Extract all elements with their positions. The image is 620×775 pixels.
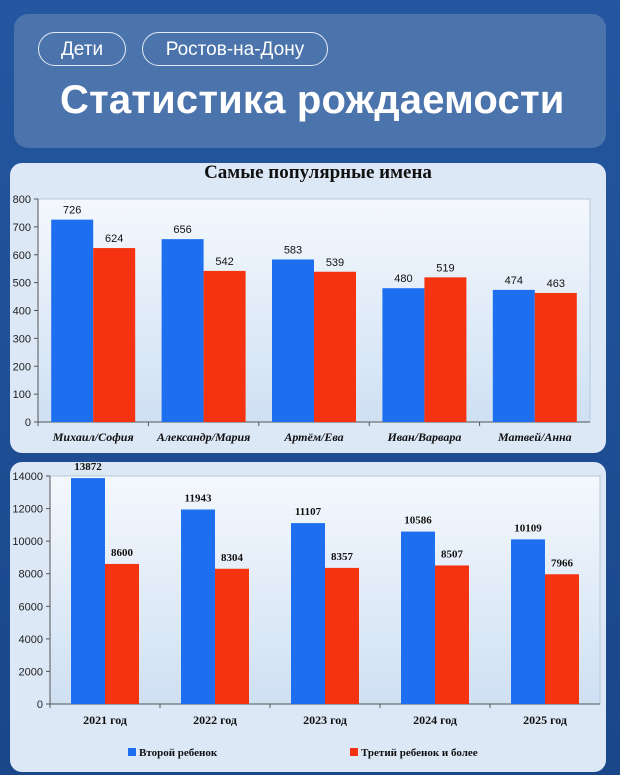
data-label: 8600: [111, 547, 134, 559]
data-label: 463: [547, 278, 565, 290]
data-label: 474: [505, 275, 523, 287]
x-category-label: Матвей/Анна: [497, 430, 572, 444]
legend-swatch: [128, 748, 136, 756]
bar-series-2: [424, 277, 467, 422]
popular-names-chart-card: Самые популярные имена 800 700 600 500 400 300…: [10, 163, 606, 453]
y-tick-label: 6000: [19, 601, 43, 613]
data-label: 542: [215, 256, 233, 268]
bar-series-2: [93, 248, 136, 422]
y-tick-label: 0: [25, 417, 31, 429]
data-label: 11943: [185, 492, 212, 504]
popular-names-chart: Самые популярные имена 800 700 600 500 400 300…: [13, 163, 591, 444]
x-category-label: 2021 год: [83, 713, 127, 727]
x-category-label: Михаил/София: [52, 430, 134, 444]
y-tick-label: 600: [13, 250, 31, 262]
bar-series-1: [272, 259, 314, 422]
bar-series-2: [435, 565, 469, 704]
y-tick-label: 4000: [19, 634, 43, 646]
births-by-year-chart: 14000 12000 10000 8000 6000 4000 2000 0 13872 860…: [12, 462, 601, 759]
y-tick-label: 500: [13, 278, 31, 290]
bar-series-1: [382, 288, 425, 422]
y-tick-label: 10000: [12, 536, 43, 548]
header-card: Дети Ростов-на-Дону Статистика рождаемос…: [14, 14, 606, 148]
x-category-label: 2022 год: [193, 713, 237, 727]
bar-series-1: [161, 239, 204, 422]
bar-series-2: [325, 567, 359, 704]
bar-series-2: [314, 271, 356, 422]
data-label: 726: [63, 205, 81, 217]
tag-city[interactable]: Ростов-на-Дону: [142, 32, 328, 66]
data-label: 519: [436, 262, 454, 274]
data-label: 8357: [331, 551, 354, 563]
x-category-label: 2024 год: [413, 713, 457, 727]
data-label: 624: [105, 233, 123, 245]
y-tick-label: 300: [13, 333, 31, 345]
bar-series-1: [401, 531, 435, 704]
bar-series-2: [215, 568, 249, 704]
bar-series-2: [203, 270, 246, 422]
data-label: 10109: [514, 522, 542, 534]
tag-children[interactable]: Дети: [38, 32, 126, 66]
legend-label: Третий ребенок и более: [361, 747, 478, 759]
x-category-label: 2023 год: [303, 713, 347, 727]
bar-series-1: [71, 478, 105, 704]
bar-series-2: [105, 563, 139, 704]
data-label: 480: [394, 273, 412, 285]
data-label: 13872: [74, 462, 102, 473]
y-tick-label: 8000: [19, 569, 43, 581]
y-tick-label: 400: [13, 306, 31, 318]
x-category-label: Иван/Варвара: [386, 430, 461, 444]
y-tick-label: 0: [37, 699, 43, 711]
data-label: 8507: [441, 548, 464, 560]
bar-series-1: [51, 219, 94, 422]
x-category-label: Александр/Мария: [156, 430, 250, 444]
bar-series-2: [534, 292, 577, 422]
bar-series-1: [291, 523, 325, 704]
legend-swatch: [350, 748, 358, 756]
bar-series-1: [492, 289, 535, 422]
y-tick-label: 12000: [12, 504, 43, 516]
data-label: 10586: [404, 515, 432, 527]
bar-series-1: [511, 539, 545, 704]
chart-title: Самые популярные имена: [204, 163, 432, 183]
y-tick-label: 800: [13, 194, 31, 206]
bar-series-1: [181, 509, 215, 704]
legend-label: Второй ребенок: [139, 747, 218, 759]
data-label: 583: [284, 244, 302, 256]
page-title: Статистика рождаемости: [60, 78, 565, 122]
data-label: 11107: [295, 506, 322, 518]
y-tick-label: 700: [13, 222, 31, 234]
data-label: 7966: [551, 557, 574, 569]
bar-series-2: [545, 574, 579, 704]
data-label: 8304: [221, 552, 244, 564]
y-tick-label: 200: [13, 361, 31, 373]
y-tick-label: 100: [13, 389, 31, 401]
x-category-label: Артём/Ева: [283, 430, 343, 444]
births-by-year-chart-card: 14000 12000 10000 8000 6000 4000 2000 0 13872 860…: [10, 462, 606, 772]
data-label: 656: [173, 224, 191, 236]
data-label: 539: [326, 257, 344, 269]
x-category-label: 2025 год: [523, 713, 567, 727]
y-tick-label: 14000: [12, 471, 43, 483]
y-tick-label: 2000: [19, 666, 43, 678]
